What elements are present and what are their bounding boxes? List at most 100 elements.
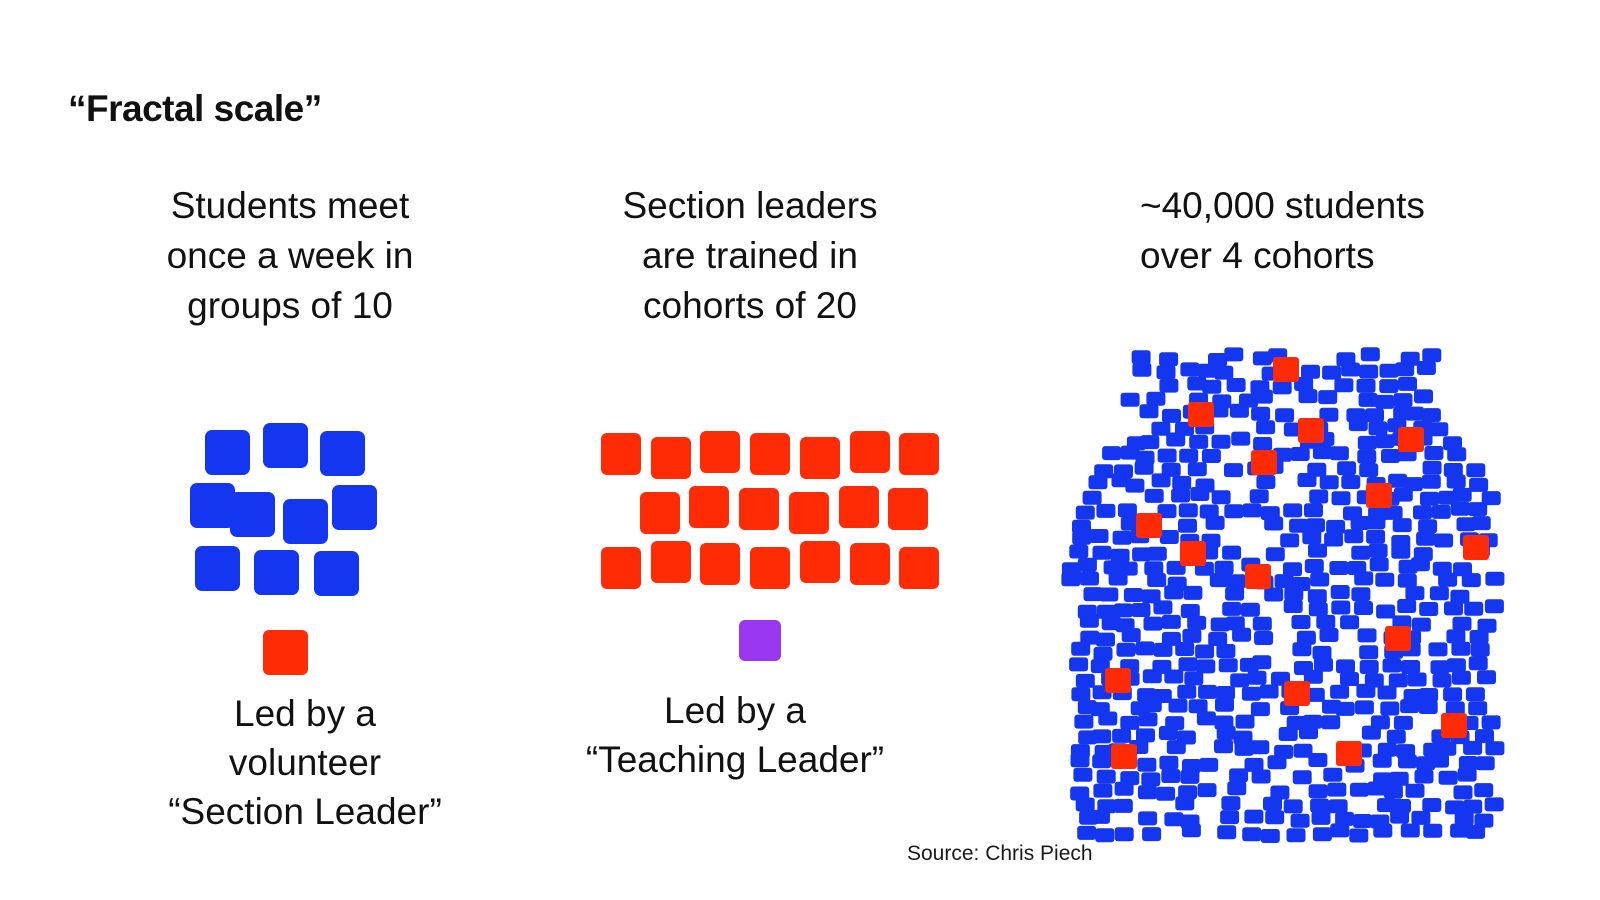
student-square bbox=[1414, 389, 1433, 404]
student-square bbox=[1283, 599, 1303, 613]
student-square bbox=[1234, 741, 1254, 756]
student-square bbox=[1229, 768, 1249, 783]
student-square bbox=[1110, 548, 1130, 563]
student-square bbox=[1393, 393, 1413, 408]
student-square bbox=[1284, 586, 1304, 601]
student-square bbox=[1151, 421, 1171, 436]
student-population-diagram bbox=[1061, 347, 1505, 843]
student-square bbox=[1307, 589, 1327, 604]
student-square bbox=[1073, 767, 1093, 782]
student-square bbox=[1244, 809, 1264, 824]
student-square bbox=[1093, 783, 1113, 798]
student-square bbox=[1377, 798, 1396, 813]
student-square bbox=[1400, 699, 1420, 714]
student-square bbox=[1132, 362, 1152, 377]
student-square bbox=[1215, 697, 1234, 712]
panel-2-caption-line: Led by a bbox=[664, 690, 806, 731]
student-square bbox=[1082, 490, 1102, 505]
student-square bbox=[230, 492, 275, 537]
student-square bbox=[1216, 725, 1236, 740]
section-leader-square bbox=[601, 547, 641, 589]
student-square bbox=[1484, 599, 1504, 614]
student-square bbox=[1294, 377, 1314, 391]
student-square bbox=[1306, 518, 1325, 533]
section-leader-square bbox=[1298, 418, 1324, 443]
student-square bbox=[1358, 392, 1378, 407]
student-square bbox=[1250, 740, 1270, 755]
student-square bbox=[1231, 431, 1251, 446]
student-square bbox=[1080, 571, 1099, 586]
student-square bbox=[1308, 602, 1328, 617]
student-square bbox=[1159, 755, 1179, 770]
student-square bbox=[1318, 390, 1338, 405]
student-square bbox=[1438, 572, 1458, 587]
student-square bbox=[1075, 505, 1095, 520]
student-square bbox=[1434, 533, 1454, 548]
student-square bbox=[1468, 701, 1488, 716]
student-square bbox=[1274, 574, 1294, 589]
student-square bbox=[1375, 394, 1395, 409]
student-square bbox=[1376, 604, 1396, 619]
student-square bbox=[1388, 473, 1408, 488]
section-leader-square bbox=[839, 486, 879, 528]
student-square bbox=[1340, 615, 1360, 630]
student-square bbox=[1159, 530, 1179, 544]
student-square bbox=[1465, 687, 1485, 702]
student-square bbox=[1321, 715, 1341, 730]
student-square bbox=[1216, 686, 1235, 700]
section-leader-square bbox=[1245, 564, 1271, 589]
student-square bbox=[1398, 754, 1417, 769]
student-square bbox=[1366, 515, 1386, 530]
student-square bbox=[1242, 827, 1262, 842]
student-square bbox=[1453, 785, 1473, 800]
student-square bbox=[1407, 672, 1427, 687]
student-square bbox=[1211, 434, 1231, 449]
student-square bbox=[1445, 701, 1465, 716]
student-square bbox=[1242, 503, 1262, 518]
student-square bbox=[1270, 785, 1290, 800]
student-square bbox=[1383, 505, 1403, 520]
student-square bbox=[1093, 646, 1113, 661]
student-square bbox=[1113, 603, 1133, 618]
student-square bbox=[1138, 811, 1158, 826]
student-square bbox=[1463, 740, 1483, 755]
student-square bbox=[1252, 616, 1272, 631]
student-square bbox=[1319, 407, 1339, 422]
student-square bbox=[190, 483, 235, 528]
student-square bbox=[1232, 627, 1252, 642]
student-square bbox=[1209, 573, 1229, 588]
student-square bbox=[1419, 688, 1439, 702]
student-square bbox=[195, 546, 240, 591]
student-square bbox=[1177, 684, 1197, 699]
student-square bbox=[1327, 782, 1347, 797]
slide-title: “Fractal scale” bbox=[68, 88, 322, 129]
student-square bbox=[1061, 572, 1081, 587]
student-square bbox=[1278, 727, 1298, 741]
student-square bbox=[1416, 361, 1436, 375]
student-square bbox=[1359, 364, 1379, 379]
student-square bbox=[1357, 628, 1377, 643]
student-square bbox=[1421, 474, 1441, 489]
student-square bbox=[1069, 657, 1089, 672]
student-square bbox=[1474, 783, 1494, 798]
student-square bbox=[1121, 628, 1141, 643]
student-square bbox=[1458, 756, 1478, 770]
student-square bbox=[1249, 489, 1269, 504]
student-square bbox=[1308, 753, 1328, 767]
student-square bbox=[1297, 473, 1317, 487]
student-square bbox=[1224, 504, 1244, 519]
student-square bbox=[1147, 573, 1167, 587]
student-square bbox=[1197, 363, 1217, 378]
student-square bbox=[1120, 392, 1140, 407]
student-square bbox=[1156, 365, 1176, 380]
panel-1-caption-line: volunteer bbox=[228, 742, 382, 783]
section-leader-square bbox=[1251, 450, 1277, 475]
student-square bbox=[1443, 436, 1462, 451]
student-square bbox=[1393, 487, 1413, 502]
student-square bbox=[1326, 519, 1346, 534]
student-square bbox=[1250, 702, 1270, 717]
student-square bbox=[1225, 616, 1245, 631]
student-square bbox=[1324, 532, 1344, 547]
student-square bbox=[1380, 701, 1400, 716]
student-square bbox=[1422, 798, 1442, 812]
